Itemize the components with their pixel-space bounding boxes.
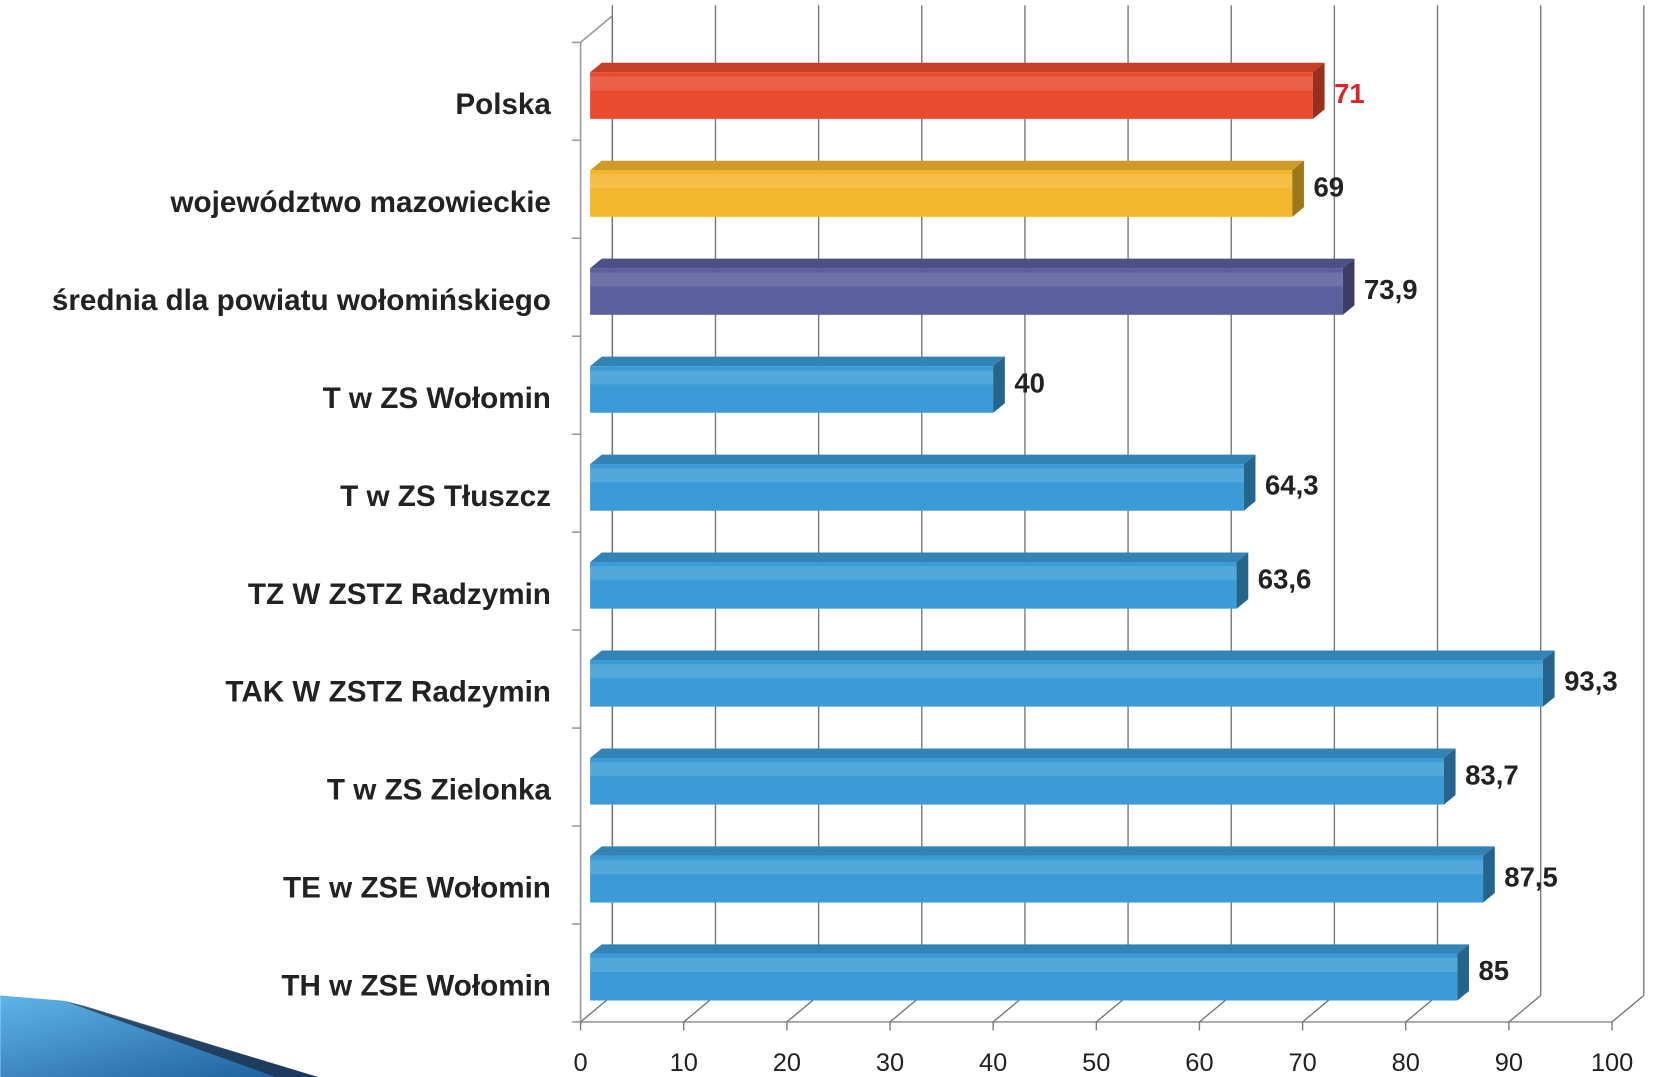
bar-side bbox=[1542, 650, 1555, 707]
bar-side-shade bbox=[1243, 454, 1256, 511]
bar-side bbox=[993, 356, 1005, 413]
bar-side bbox=[1236, 552, 1249, 609]
bar-top-shade bbox=[590, 748, 1456, 758]
bar-top-shade bbox=[590, 944, 1469, 954]
bar-top bbox=[590, 356, 1005, 367]
x-tick-label: 0 bbox=[574, 1049, 588, 1077]
value-label: 64,3 bbox=[1265, 470, 1319, 501]
value-label: 63,6 bbox=[1258, 563, 1312, 594]
bar bbox=[590, 953, 1458, 1001]
category-label: TH w ZSE Wołomin bbox=[281, 970, 551, 1003]
bar-top-shade bbox=[590, 846, 1495, 856]
bar-side-shade bbox=[1342, 258, 1355, 315]
decoration bbox=[63, 1000, 318, 1077]
bar-side bbox=[1312, 62, 1325, 119]
bar-top-shade bbox=[590, 650, 1555, 661]
x-tick-label: 40 bbox=[979, 1049, 1007, 1077]
bar-top bbox=[590, 650, 1555, 661]
category-label: T w ZS Tłuszcz bbox=[340, 480, 551, 513]
bar-highlight bbox=[590, 468, 1244, 483]
bar-highlight bbox=[590, 272, 1343, 287]
x-tick-label: 50 bbox=[1082, 1049, 1110, 1077]
bar-highlight bbox=[590, 76, 1313, 91]
bar-top-shade bbox=[590, 160, 1304, 171]
bar-side-shade bbox=[993, 356, 1005, 413]
category-label: TE w ZSE Wołomin bbox=[283, 872, 551, 905]
bar bbox=[590, 757, 1444, 805]
bar bbox=[590, 366, 994, 413]
bar-top bbox=[590, 748, 1456, 758]
x-tick-label: 100 bbox=[1591, 1049, 1633, 1077]
category-label: województwo mazowieckie bbox=[169, 186, 550, 219]
x-tick-label: 90 bbox=[1495, 1049, 1523, 1077]
bar-side bbox=[1292, 160, 1304, 217]
x-tick-label: 20 bbox=[773, 1049, 801, 1077]
bar-top bbox=[590, 552, 1249, 563]
x-tick-label: 30 bbox=[876, 1049, 904, 1077]
axis-line bbox=[580, 15, 613, 43]
bar-side bbox=[1443, 748, 1456, 805]
bar-highlight bbox=[590, 762, 1444, 777]
bar-top bbox=[590, 944, 1469, 954]
bar bbox=[590, 72, 1313, 119]
bar-highlight bbox=[590, 664, 1543, 679]
value-label: 87,5 bbox=[1504, 861, 1558, 892]
bar-side bbox=[1342, 258, 1355, 315]
x-tick-label: 70 bbox=[1288, 1049, 1316, 1077]
bar bbox=[590, 170, 1293, 217]
grid-line bbox=[1611, 994, 1645, 1023]
value-label: 40 bbox=[1014, 367, 1045, 398]
value-label: 83,7 bbox=[1465, 759, 1519, 790]
bar-side bbox=[1457, 944, 1469, 1001]
category-label: Polska bbox=[455, 88, 551, 121]
category-label: T w ZS Wołomin bbox=[323, 382, 551, 415]
bar-top bbox=[590, 258, 1355, 269]
value-label: 69 bbox=[1313, 172, 1344, 203]
x-tick-label: 80 bbox=[1392, 1049, 1420, 1077]
bar-side-shade bbox=[1443, 748, 1456, 805]
bar-highlight bbox=[590, 566, 1237, 581]
value-label: 73,9 bbox=[1364, 274, 1418, 305]
bar-top-shade bbox=[590, 454, 1256, 465]
category-label: TAK W ZSTZ Radzymin bbox=[225, 676, 550, 709]
x-tick-label: 60 bbox=[1185, 1049, 1213, 1077]
bar-highlight bbox=[590, 860, 1484, 875]
bar-top bbox=[590, 846, 1495, 856]
bar-top bbox=[590, 454, 1256, 465]
value-label: 71 bbox=[1334, 78, 1365, 109]
bar-top-shade bbox=[590, 356, 1005, 367]
bar-side-shade bbox=[1312, 62, 1325, 119]
category-label: średnia dla powiatu wołomińskiego bbox=[52, 284, 551, 317]
bar-highlight bbox=[590, 174, 1293, 189]
bar-top-shade bbox=[590, 552, 1249, 563]
bar-highlight bbox=[590, 958, 1458, 973]
bar-side bbox=[1483, 846, 1495, 903]
bar-highlight bbox=[590, 370, 994, 385]
bar-side bbox=[1243, 454, 1256, 511]
bar-side-shade bbox=[1292, 160, 1304, 217]
bar bbox=[590, 855, 1484, 903]
bar bbox=[590, 464, 1244, 511]
bar-side-shade bbox=[1542, 650, 1555, 707]
bar-top-shade bbox=[590, 258, 1355, 269]
bar-side-shade bbox=[1483, 846, 1495, 903]
value-label: 85 bbox=[1479, 955, 1510, 986]
bar bbox=[590, 268, 1343, 315]
bar-side-shade bbox=[1457, 944, 1469, 1001]
category-label: T w ZS Zielonka bbox=[327, 774, 551, 807]
bar bbox=[590, 562, 1237, 609]
grid-line bbox=[1508, 994, 1542, 1023]
bar-top-shade bbox=[590, 62, 1325, 73]
bar-top bbox=[590, 62, 1325, 73]
x-tick-label: 10 bbox=[670, 1049, 698, 1077]
bar-top bbox=[590, 160, 1304, 171]
value-label: 93,3 bbox=[1564, 666, 1618, 697]
bar bbox=[590, 660, 1543, 707]
bar-side-shade bbox=[1236, 552, 1249, 609]
category-label: TZ W ZSTZ Radzymin bbox=[248, 578, 551, 611]
